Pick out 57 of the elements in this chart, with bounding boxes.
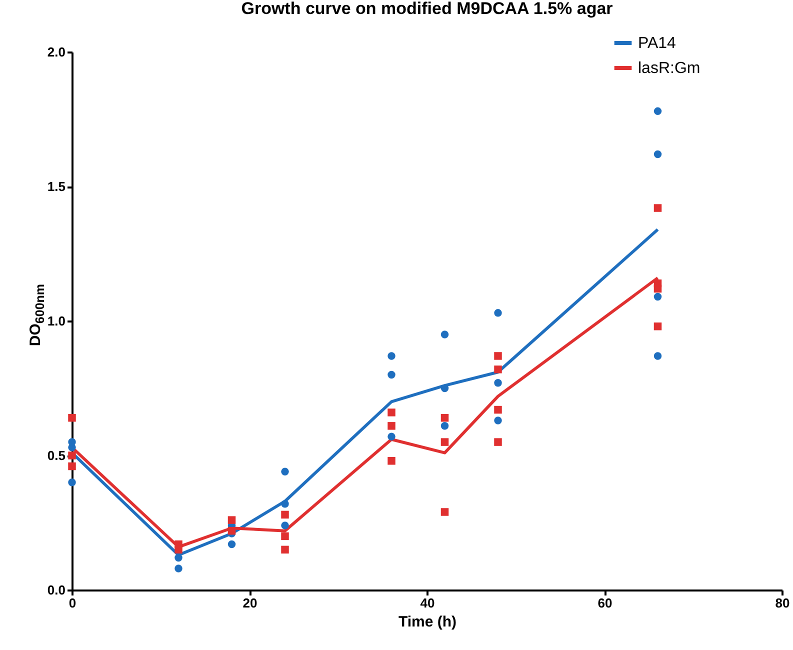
point bbox=[494, 352, 502, 360]
point bbox=[281, 468, 289, 476]
point bbox=[654, 150, 662, 158]
x-tick-label: 60 bbox=[598, 596, 612, 610]
point bbox=[228, 540, 236, 548]
chart-title: Growth curve on modified M9DCAA 1.5% agar bbox=[241, 0, 614, 18]
x-tick-label: 80 bbox=[775, 596, 790, 610]
point bbox=[494, 366, 502, 374]
point bbox=[281, 510, 289, 519]
point bbox=[388, 352, 396, 360]
point bbox=[654, 292, 662, 301]
point bbox=[174, 564, 182, 572]
point bbox=[281, 522, 289, 530]
point bbox=[440, 508, 449, 516]
point bbox=[654, 352, 662, 360]
y-tick-label: 0.0 bbox=[47, 582, 66, 598]
point bbox=[440, 330, 449, 338]
point bbox=[68, 452, 76, 460]
point bbox=[440, 384, 449, 392]
point bbox=[494, 438, 502, 446]
point bbox=[68, 414, 76, 422]
point bbox=[174, 554, 182, 562]
x-axis-title: Time (h) bbox=[398, 614, 457, 630]
x-tick-label: 40 bbox=[420, 596, 435, 610]
point bbox=[68, 462, 76, 470]
point bbox=[68, 444, 76, 452]
point bbox=[228, 516, 236, 524]
legend-label: lasR:Gm bbox=[638, 60, 700, 77]
x-tick-label: 20 bbox=[242, 596, 258, 610]
point bbox=[228, 526, 236, 535]
y-tick-label: 1.0 bbox=[47, 314, 66, 328]
y-tick-label: 1.5 bbox=[47, 179, 66, 194]
point bbox=[494, 406, 502, 414]
point bbox=[494, 309, 502, 317]
point bbox=[440, 422, 449, 430]
point bbox=[68, 478, 76, 486]
point bbox=[281, 546, 289, 554]
point bbox=[388, 457, 396, 465]
point bbox=[654, 322, 662, 330]
legend-label: PA14 bbox=[638, 35, 676, 52]
point bbox=[654, 204, 662, 212]
point bbox=[494, 416, 502, 424]
point bbox=[654, 107, 662, 116]
y-tick-label: 2.0 bbox=[47, 44, 66, 60]
point bbox=[654, 284, 662, 293]
point bbox=[388, 408, 396, 416]
point bbox=[388, 422, 396, 430]
point bbox=[388, 432, 396, 441]
point bbox=[388, 370, 396, 379]
y-tick-label: 0.5 bbox=[47, 448, 66, 463]
point bbox=[440, 438, 449, 446]
x-tick-label: 0 bbox=[68, 596, 76, 610]
point bbox=[281, 500, 289, 508]
point bbox=[174, 546, 182, 554]
point bbox=[494, 379, 502, 387]
point bbox=[281, 532, 289, 540]
point bbox=[440, 414, 449, 422]
